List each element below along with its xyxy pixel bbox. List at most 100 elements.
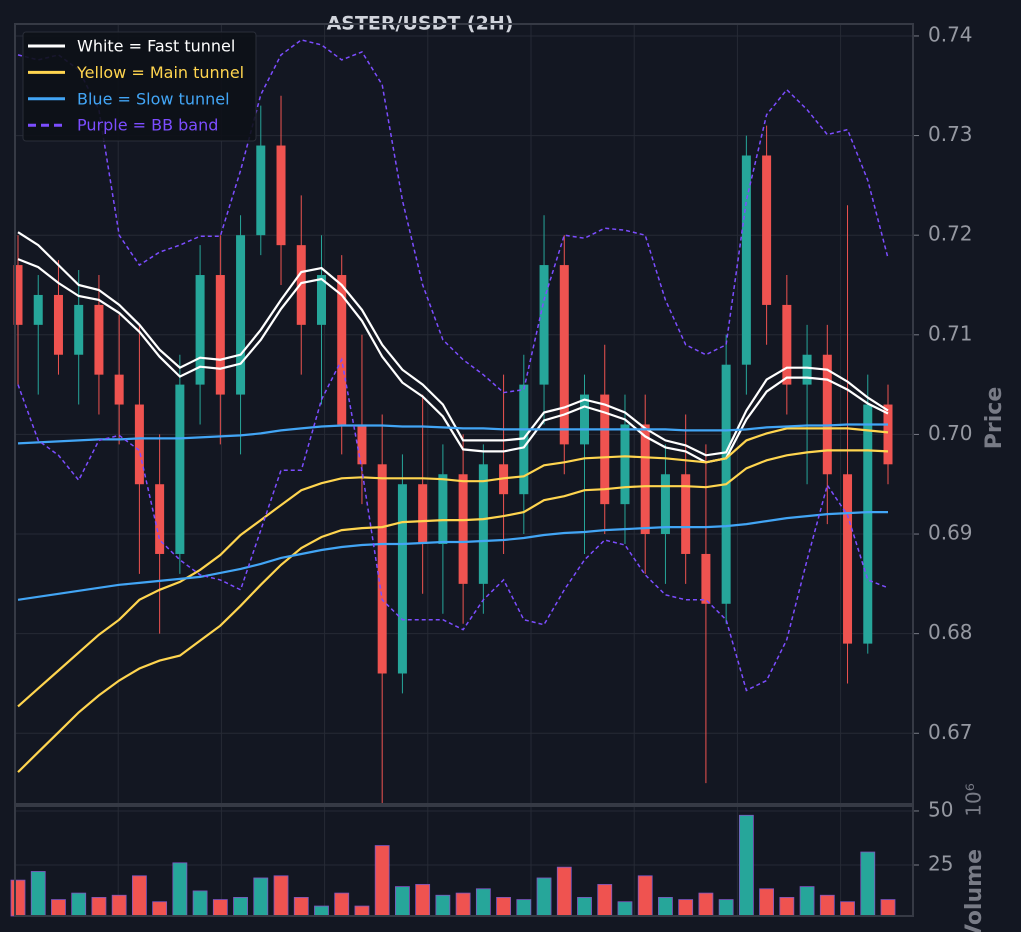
candle-body: [195, 275, 205, 385]
y-tick-label: 25: [928, 851, 953, 875]
volume-axis-label: Volume: [962, 849, 987, 932]
volume-bar: [253, 877, 269, 917]
volume-bar: [496, 897, 511, 917]
candle-body: [74, 304, 84, 355]
candle-body: [843, 474, 853, 644]
volume-bar: [273, 875, 289, 917]
y-tick-label: 0.67: [928, 720, 973, 744]
candle-body: [13, 265, 23, 325]
candle-body: [175, 384, 185, 554]
candle-body: [33, 294, 43, 325]
candle-body: [438, 474, 448, 544]
candle-body: [53, 294, 63, 355]
legend-label: Blue = Slow tunnel: [77, 89, 230, 108]
volume-bar: [51, 899, 66, 917]
legend-label: White = Fast tunnel: [77, 37, 235, 56]
volume-bar: [30, 871, 46, 917]
y-axis-label: Price: [982, 387, 1007, 449]
candle-body: [620, 424, 630, 505]
candle-body: [316, 275, 326, 325]
y-tick-label: 50: [928, 797, 953, 821]
candle-body: [559, 265, 569, 445]
price-panel-frame: [14, 23, 914, 805]
volume-bar: [334, 892, 350, 917]
volume-bar: [475, 888, 491, 917]
candle-body: [681, 474, 691, 554]
candle-body: [397, 484, 407, 674]
volume-bar: [698, 892, 714, 917]
volume-bar: [131, 875, 147, 917]
y-tick-label: 0.69: [928, 521, 973, 545]
legend-box: [22, 31, 257, 142]
y-tick-label: 0.71: [928, 321, 973, 345]
volume-panel-frame: [14, 805, 914, 917]
candle-body: [822, 354, 832, 475]
tunnel-line: [17, 449, 889, 773]
tunnel-line: [17, 231, 889, 457]
volume-bar: [779, 897, 795, 917]
tunnel-line: [17, 427, 889, 708]
vertical-grid: [117, 24, 842, 916]
candle-body: [296, 245, 306, 325]
legend-label: Purple = BB band: [77, 116, 218, 135]
volume-bar: [759, 888, 775, 917]
volume-bar: [152, 901, 168, 917]
volume-bar: [435, 894, 451, 917]
volume-bar: [840, 901, 855, 917]
volume-bar: [455, 892, 471, 917]
tunnel-line: [17, 511, 888, 601]
candle-body: [155, 484, 165, 554]
volume-bar: [637, 875, 653, 917]
volume-bar: [172, 862, 188, 917]
volume-scale-label: 10⁶: [962, 783, 986, 816]
candle-body: [762, 155, 772, 305]
candle-body: [337, 275, 347, 425]
volume-bar: [233, 897, 248, 917]
volume-bar: [91, 897, 107, 917]
candle-body: [863, 404, 873, 644]
volume-bar: [415, 884, 431, 917]
candle-body: [458, 474, 468, 584]
candle-body: [802, 354, 812, 385]
volume-bar: [354, 905, 370, 917]
y-tick-label: 0.74: [928, 22, 973, 46]
candle-body: [256, 145, 266, 236]
tunnel-line: [17, 39, 889, 394]
candle-body: [377, 464, 387, 674]
candle-body: [580, 394, 590, 445]
candle-body: [478, 464, 488, 584]
y-tick-label: 0.68: [928, 620, 973, 644]
candle-body: [276, 145, 286, 246]
y-tick-label: 0.73: [928, 122, 973, 146]
volume-bar: [799, 886, 815, 917]
volume-bar: [293, 897, 309, 917]
candle-body: [134, 404, 144, 485]
volume-bar: [516, 899, 532, 917]
candle-body: [357, 424, 367, 465]
candle-body: [94, 304, 104, 375]
candle-body: [236, 235, 246, 395]
candle-body: [114, 374, 124, 405]
volume-bar: [617, 901, 633, 917]
candle-body: [741, 155, 751, 365]
candle-body: [640, 424, 650, 535]
legend: White = Fast tunnel Yellow = Main tunnel B…: [22, 31, 257, 142]
tunnel-line: [17, 357, 889, 692]
y-tick-label: 0.72: [928, 222, 973, 246]
volume-bar: [556, 866, 572, 917]
volume-bar: [819, 894, 835, 917]
volume-bar: [71, 892, 87, 917]
volume-bar: [597, 884, 613, 917]
volume-bar: [10, 879, 26, 917]
volume-bar: [678, 899, 694, 917]
y-tick-label: 0.70: [928, 421, 973, 445]
volume-bar: [658, 897, 673, 917]
volume-bar: [577, 897, 592, 917]
volume-bar: [718, 899, 734, 917]
volume-bar: [314, 905, 329, 917]
candle-body: [215, 275, 225, 395]
candle-body: [539, 265, 549, 385]
candle-body: [660, 474, 670, 535]
volume-bar: [212, 899, 228, 917]
